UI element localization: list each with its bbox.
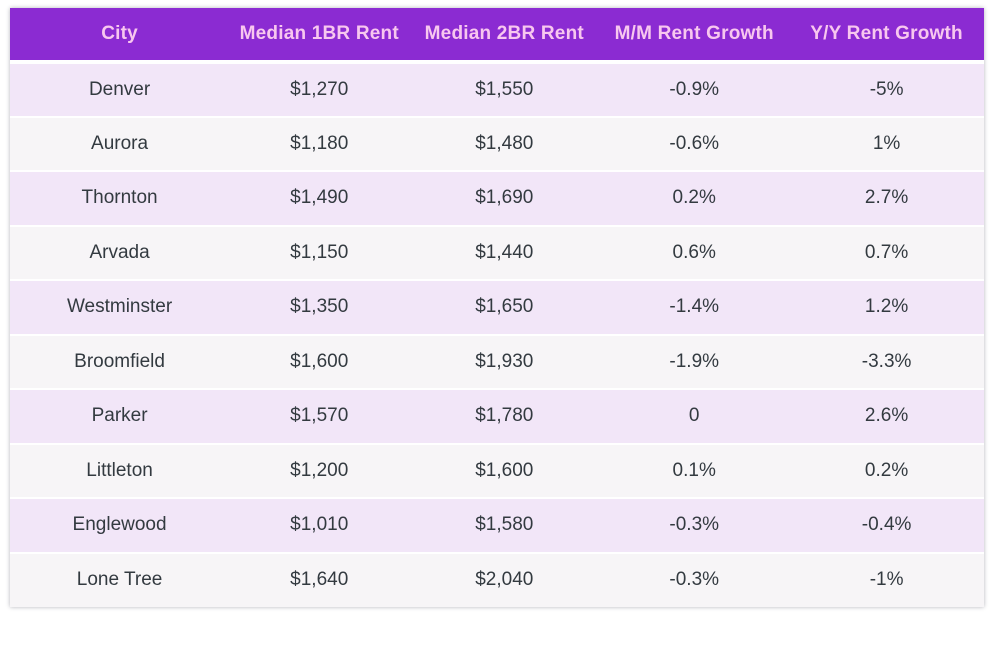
table-row: Denver $1,270 $1,550 -0.9% -5% (10, 60, 984, 117)
column-header-median-2br-rent: Median 2BR Rent (409, 8, 600, 62)
table-row: Arvada $1,150 $1,440 0.6% 0.7% (10, 224, 984, 280)
value-cell: $1,690 (409, 170, 600, 226)
column-header-m-m-rent-growth: M/M Rent Growth (599, 8, 790, 62)
table-row: Englewood $1,010 $1,580 -0.3% -0.4% (10, 497, 984, 553)
value-cell: $1,930 (409, 333, 600, 389)
value-cell: -1.9% (599, 333, 790, 389)
value-cell: 0.2% (599, 170, 790, 226)
value-cell: $1,440 (409, 224, 600, 280)
table-row: Lone Tree $1,640 $2,040 -0.3% -1% (10, 551, 984, 607)
value-cell: $1,350 (229, 279, 410, 335)
value-cell: $1,600 (229, 333, 410, 389)
table-row: Littleton $1,200 $1,600 0.1% 0.2% (10, 442, 984, 498)
column-header-median-1br-rent: Median 1BR Rent (229, 8, 410, 62)
value-cell: -1.4% (599, 279, 790, 335)
table-body: Denver $1,270 $1,550 -0.9% -5% Aurora $1,180 $1… (10, 60, 984, 607)
value-cell: $1,550 (409, 60, 600, 117)
value-cell: 2.6% (789, 388, 984, 444)
value-cell: 0 (599, 388, 790, 444)
value-cell: $1,270 (229, 60, 410, 117)
rent-table: City Median 1BR Rent Median 2BR Rent M/M Re… (10, 8, 984, 607)
value-cell: $1,010 (229, 497, 410, 553)
value-cell: $1,570 (229, 388, 410, 444)
value-cell: 0.1% (599, 442, 790, 498)
city-cell: Englewood (10, 497, 230, 553)
city-cell: Aurora (10, 115, 230, 171)
column-header-y-y-rent-growth: Y/Y Rent Growth (789, 8, 984, 62)
value-cell: $1,640 (229, 551, 410, 607)
value-cell: -0.3% (599, 497, 790, 553)
table-header-row: City Median 1BR Rent Median 2BR Rent M/M Re… (10, 8, 984, 62)
value-cell: -3.3% (789, 333, 984, 389)
city-cell: Thornton (10, 170, 230, 226)
city-cell: Arvada (10, 224, 230, 280)
value-cell: $1,490 (229, 170, 410, 226)
rent-table-card: City Median 1BR Rent Median 2BR Rent M/M Re… (10, 8, 984, 607)
value-cell: 1.2% (789, 279, 984, 335)
city-cell: Lone Tree (10, 551, 230, 607)
city-cell: Parker (10, 388, 230, 444)
value-cell: $1,780 (409, 388, 600, 444)
value-cell: 2.7% (789, 170, 984, 226)
value-cell: $1,650 (409, 279, 600, 335)
value-cell: -0.3% (599, 551, 790, 607)
value-cell: 0.7% (789, 224, 984, 280)
table-row: Aurora $1,180 $1,480 -0.6% 1% (10, 115, 984, 171)
value-cell: 0.2% (789, 442, 984, 498)
table-row: Parker $1,570 $1,780 0 2.6% (10, 388, 984, 444)
table-row: Broomfield $1,600 $1,930 -1.9% -3.3% (10, 333, 984, 389)
value-cell: $1,200 (229, 442, 410, 498)
table-row: Westminster $1,350 $1,650 -1.4% 1.2% (10, 279, 984, 335)
value-cell: -0.4% (789, 497, 984, 553)
value-cell: -0.6% (599, 115, 790, 171)
city-cell: Westminster (10, 279, 230, 335)
value-cell: $1,600 (409, 442, 600, 498)
value-cell: -0.9% (599, 60, 790, 117)
value-cell: -1% (789, 551, 984, 607)
value-cell: $2,040 (409, 551, 600, 607)
city-cell: Littleton (10, 442, 230, 498)
value-cell: $1,150 (229, 224, 410, 280)
column-header-city: City (10, 8, 230, 62)
value-cell: $1,180 (229, 115, 410, 171)
value-cell: 0.6% (599, 224, 790, 280)
city-cell: Denver (10, 60, 230, 117)
table-row: Thornton $1,490 $1,690 0.2% 2.7% (10, 170, 984, 226)
city-cell: Broomfield (10, 333, 230, 389)
value-cell: 1% (789, 115, 984, 171)
value-cell: $1,580 (409, 497, 600, 553)
value-cell: $1,480 (409, 115, 600, 171)
value-cell: -5% (789, 60, 984, 117)
